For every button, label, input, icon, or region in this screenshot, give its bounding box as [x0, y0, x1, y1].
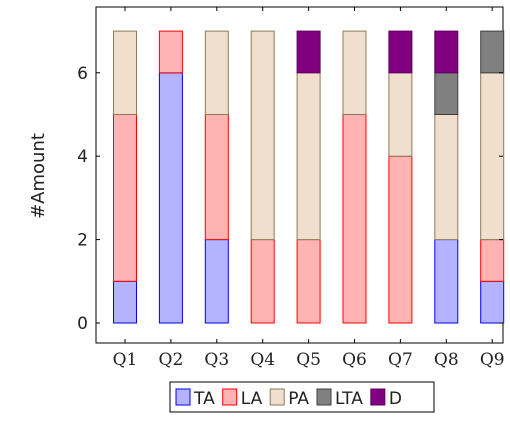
bar-segment-pa-q5	[296, 72, 321, 241]
bar-segment-la-q1	[113, 114, 137, 282]
legend-label-lta: LTA	[335, 389, 363, 409]
legend-label-la: LA	[241, 389, 263, 409]
x-axis: Q1 Q2 Q3 Q4 Q5 Q6 Q7 Q8 Q9	[113, 7, 505, 370]
bar-segment-ta-q9	[480, 280, 505, 324]
x-tick-label: Q4	[250, 350, 275, 370]
bar-segment-la-q2	[158, 30, 183, 74]
bar-segment-la-q9	[480, 239, 505, 282]
bar-segment-pa-q7	[388, 72, 413, 157]
bar-segment-la-q6	[342, 114, 367, 324]
legend-swatch-d	[370, 388, 386, 406]
bar-segment-la-q3	[204, 114, 229, 241]
bar-segment-pa-q1	[113, 30, 137, 116]
bar-segment-d-q8	[434, 30, 459, 74]
legend-swatch-la	[222, 388, 238, 406]
legend: TA LA PA LTA D	[169, 381, 435, 413]
legend-label-d: D	[389, 389, 402, 409]
legend-swatch-lta	[316, 388, 332, 406]
y-tick-label: 0	[77, 314, 88, 334]
x-tick-label: Q2	[159, 350, 184, 370]
x-tick-label: Q1	[113, 350, 138, 370]
bar-segment-la-q5	[296, 239, 321, 324]
bar-segment-d-q7	[388, 30, 413, 74]
y-axis: 0 2 4 6	[77, 64, 503, 334]
bar-segment-ta-q2	[158, 72, 183, 324]
legend-box	[169, 381, 435, 413]
legend-swatch-pa	[269, 388, 285, 406]
bar-segment-lta-q9	[480, 30, 505, 74]
y-axis-label: #Amount	[28, 133, 49, 219]
x-tick-label: Q7	[388, 350, 413, 370]
bar-segment-la-q4	[250, 239, 275, 324]
bar-segment-ta-q8	[434, 239, 459, 324]
y-tick-label: 4	[77, 147, 88, 167]
bar-segment-pa-q8	[434, 114, 459, 241]
bar-segment-pa-q6	[342, 30, 367, 116]
y-tick-label: 6	[77, 64, 88, 84]
x-tick-label: Q8	[434, 350, 459, 370]
bar-segment-ta-q1	[113, 280, 137, 324]
legend-label-ta: TA	[193, 389, 215, 409]
bar-segment-d-q5	[296, 30, 321, 74]
x-tick-label: Q3	[204, 350, 229, 370]
bar-segment-la-q7	[388, 155, 413, 324]
x-tick-label: Q9	[480, 350, 505, 370]
bars-layer	[113, 30, 505, 324]
bar-segment-pa-q4	[250, 30, 275, 241]
x-tick-label: Q5	[296, 350, 321, 370]
y-tick-label: 2	[77, 231, 88, 251]
legend-swatch-ta	[175, 388, 191, 406]
bar-segment-pa-q3	[204, 30, 229, 116]
bar-segment-ta-q3	[204, 239, 229, 324]
bar-segment-lta-q8	[434, 72, 459, 116]
x-tick-label: Q6	[342, 350, 367, 370]
legend-label-pa: PA	[288, 389, 309, 409]
